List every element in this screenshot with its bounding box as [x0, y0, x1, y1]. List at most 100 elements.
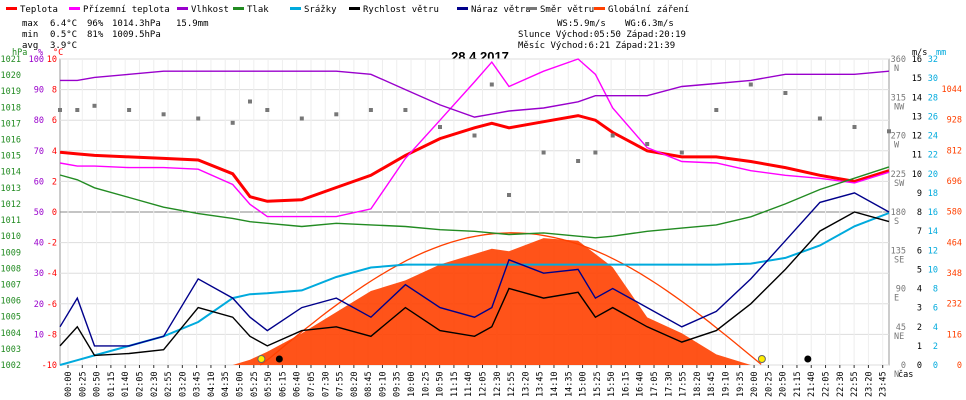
time-tick-label: 02:05	[135, 371, 145, 397]
legend: Teplota Přízemní teplota Vlhkost Tlak Srážky…	[6, 5, 689, 15]
mm-tick-label: 0	[933, 361, 938, 371]
moonset-marker	[804, 355, 812, 363]
time-tick-label: 16:15	[621, 371, 631, 397]
deg-tick-label: 360	[891, 55, 906, 65]
wind-dir-point	[368, 108, 373, 112]
mm-tick-label: 2	[933, 342, 938, 352]
hpa-tick-label: 1007	[1, 280, 21, 290]
ms-tick-label: 9	[917, 189, 922, 199]
axes: 00:00 00:25 00:50 01:15 01:40 02:05 02:30 02:55…	[1, 48, 962, 397]
legend-label: Vlhkost	[191, 5, 229, 15]
axis-unit-label: mm	[936, 48, 946, 58]
ms-tick-label: 3	[917, 304, 922, 314]
time-tick-label: 08:20	[350, 371, 360, 397]
wind-dir-point	[576, 159, 581, 163]
time-tick-label: 07:55	[336, 371, 346, 397]
wm-tick-label: 464	[947, 238, 962, 248]
mm-tick-label: 4	[933, 323, 938, 333]
wind-dir-point	[507, 193, 511, 197]
hpa-tick-label: 1021	[1, 55, 21, 65]
pct-tick-label: 60	[34, 177, 44, 187]
legend-label: Přízemní teplota	[83, 5, 170, 15]
time-tick-label: 06:40	[293, 371, 303, 397]
time-tick-label: 23:45	[879, 371, 889, 397]
time-tick-label: 23:20	[864, 371, 874, 397]
temp-tick-label: -2	[47, 239, 57, 249]
ms-tick-label: 2	[917, 323, 922, 333]
mm-tick-label: 18	[928, 189, 938, 199]
mm-tick-label: 14	[928, 227, 938, 237]
pct-tick-label: 80	[34, 116, 44, 126]
time-tick-label: 05:25	[250, 371, 260, 397]
time-tick-label: 02:55	[164, 371, 174, 397]
series-line	[60, 70, 890, 118]
series-line	[59, 58, 890, 218]
temp-tick-label: -10	[42, 361, 57, 371]
mm-tick-label: 22	[928, 151, 938, 161]
deg-tick-label: 90	[896, 285, 906, 295]
wind-dir-point	[748, 82, 753, 87]
wind-dir-point	[299, 116, 304, 121]
time-tick-label: 19:10	[721, 371, 731, 397]
temp-tick-label: 8	[52, 86, 57, 96]
time-tick-label: 12:30	[493, 371, 503, 397]
time-tick-label: 15:00	[579, 371, 589, 397]
stat-min-hum: 81%	[87, 30, 104, 40]
wind-dir-point	[196, 116, 201, 121]
temp-tick-label: 10	[47, 55, 57, 65]
time-tick-label: 13:45	[536, 371, 546, 397]
time-tick-label: 05:00	[236, 371, 246, 397]
ms-tick-label: 12	[912, 132, 922, 142]
wind-dir-point	[334, 112, 339, 117]
stat-max-hum: 96%	[87, 19, 104, 29]
axis-unit-label: °C	[53, 48, 63, 58]
moonrise-marker	[275, 355, 283, 363]
mm-tick-label: 32	[928, 55, 938, 65]
legend-label: Globální záření	[608, 5, 689, 15]
hpa-tick-label: 1010	[1, 232, 21, 242]
wind-dir-point	[230, 120, 235, 125]
temp-tick-label: 6	[52, 116, 57, 126]
time-tick-label: 04:10	[207, 371, 217, 397]
ms-tick-label: 6	[917, 246, 922, 256]
time-tick-label: 07:30	[321, 371, 331, 397]
hpa-tick-label: 1019	[1, 87, 21, 97]
pct-tick-label: 10	[34, 330, 44, 340]
wind-dir-point	[489, 82, 494, 87]
ms-tick-label: 13	[912, 112, 922, 122]
axis-unit-label: hPa	[12, 48, 27, 58]
stat-min-press: 1009.5hPa	[112, 30, 161, 40]
legend-swatch	[290, 7, 301, 10]
legend-label: Rychlost větru	[363, 5, 439, 15]
wind-dir-point	[783, 91, 788, 95]
pct-tick-label: 50	[34, 208, 44, 218]
hpa-tick-label: 1015	[1, 152, 21, 162]
wind-dir-point	[127, 108, 132, 112]
time-tick-label: 00:50	[93, 371, 103, 397]
time-tick-label: 02:30	[150, 371, 160, 397]
legend-label: Tlak	[247, 5, 269, 15]
temp-tick-label: -4	[47, 269, 57, 279]
pct-tick-label: 20	[34, 300, 44, 310]
time-tick-label: 00:25	[78, 371, 88, 397]
mm-tick-label: 12	[928, 246, 938, 256]
time-tick-label: 15:25	[593, 371, 603, 397]
deg-tick-label: 225	[891, 170, 906, 180]
time-tick-label: 03:20	[178, 371, 188, 397]
legend-swatch	[594, 7, 605, 10]
temp-tick-label: -6	[47, 300, 57, 310]
series-clear-sky	[259, 232, 762, 366]
mm-tick-label: 30	[928, 74, 938, 84]
mm-tick-label: 28	[928, 93, 938, 103]
wind-dir-point	[714, 108, 719, 112]
hpa-tick-label: 1009	[1, 248, 21, 258]
legend-label: Směr větru	[540, 5, 594, 15]
dir-tick-label: W	[894, 141, 900, 151]
wm-tick-label: 232	[947, 300, 962, 310]
time-tick-label: 12:05	[479, 371, 489, 397]
dir-tick-label: NE	[894, 332, 904, 342]
legend-swatch	[457, 7, 468, 10]
hpa-tick-label: 1017	[1, 119, 21, 129]
stat-min-temp: 0.5°C	[50, 30, 77, 40]
